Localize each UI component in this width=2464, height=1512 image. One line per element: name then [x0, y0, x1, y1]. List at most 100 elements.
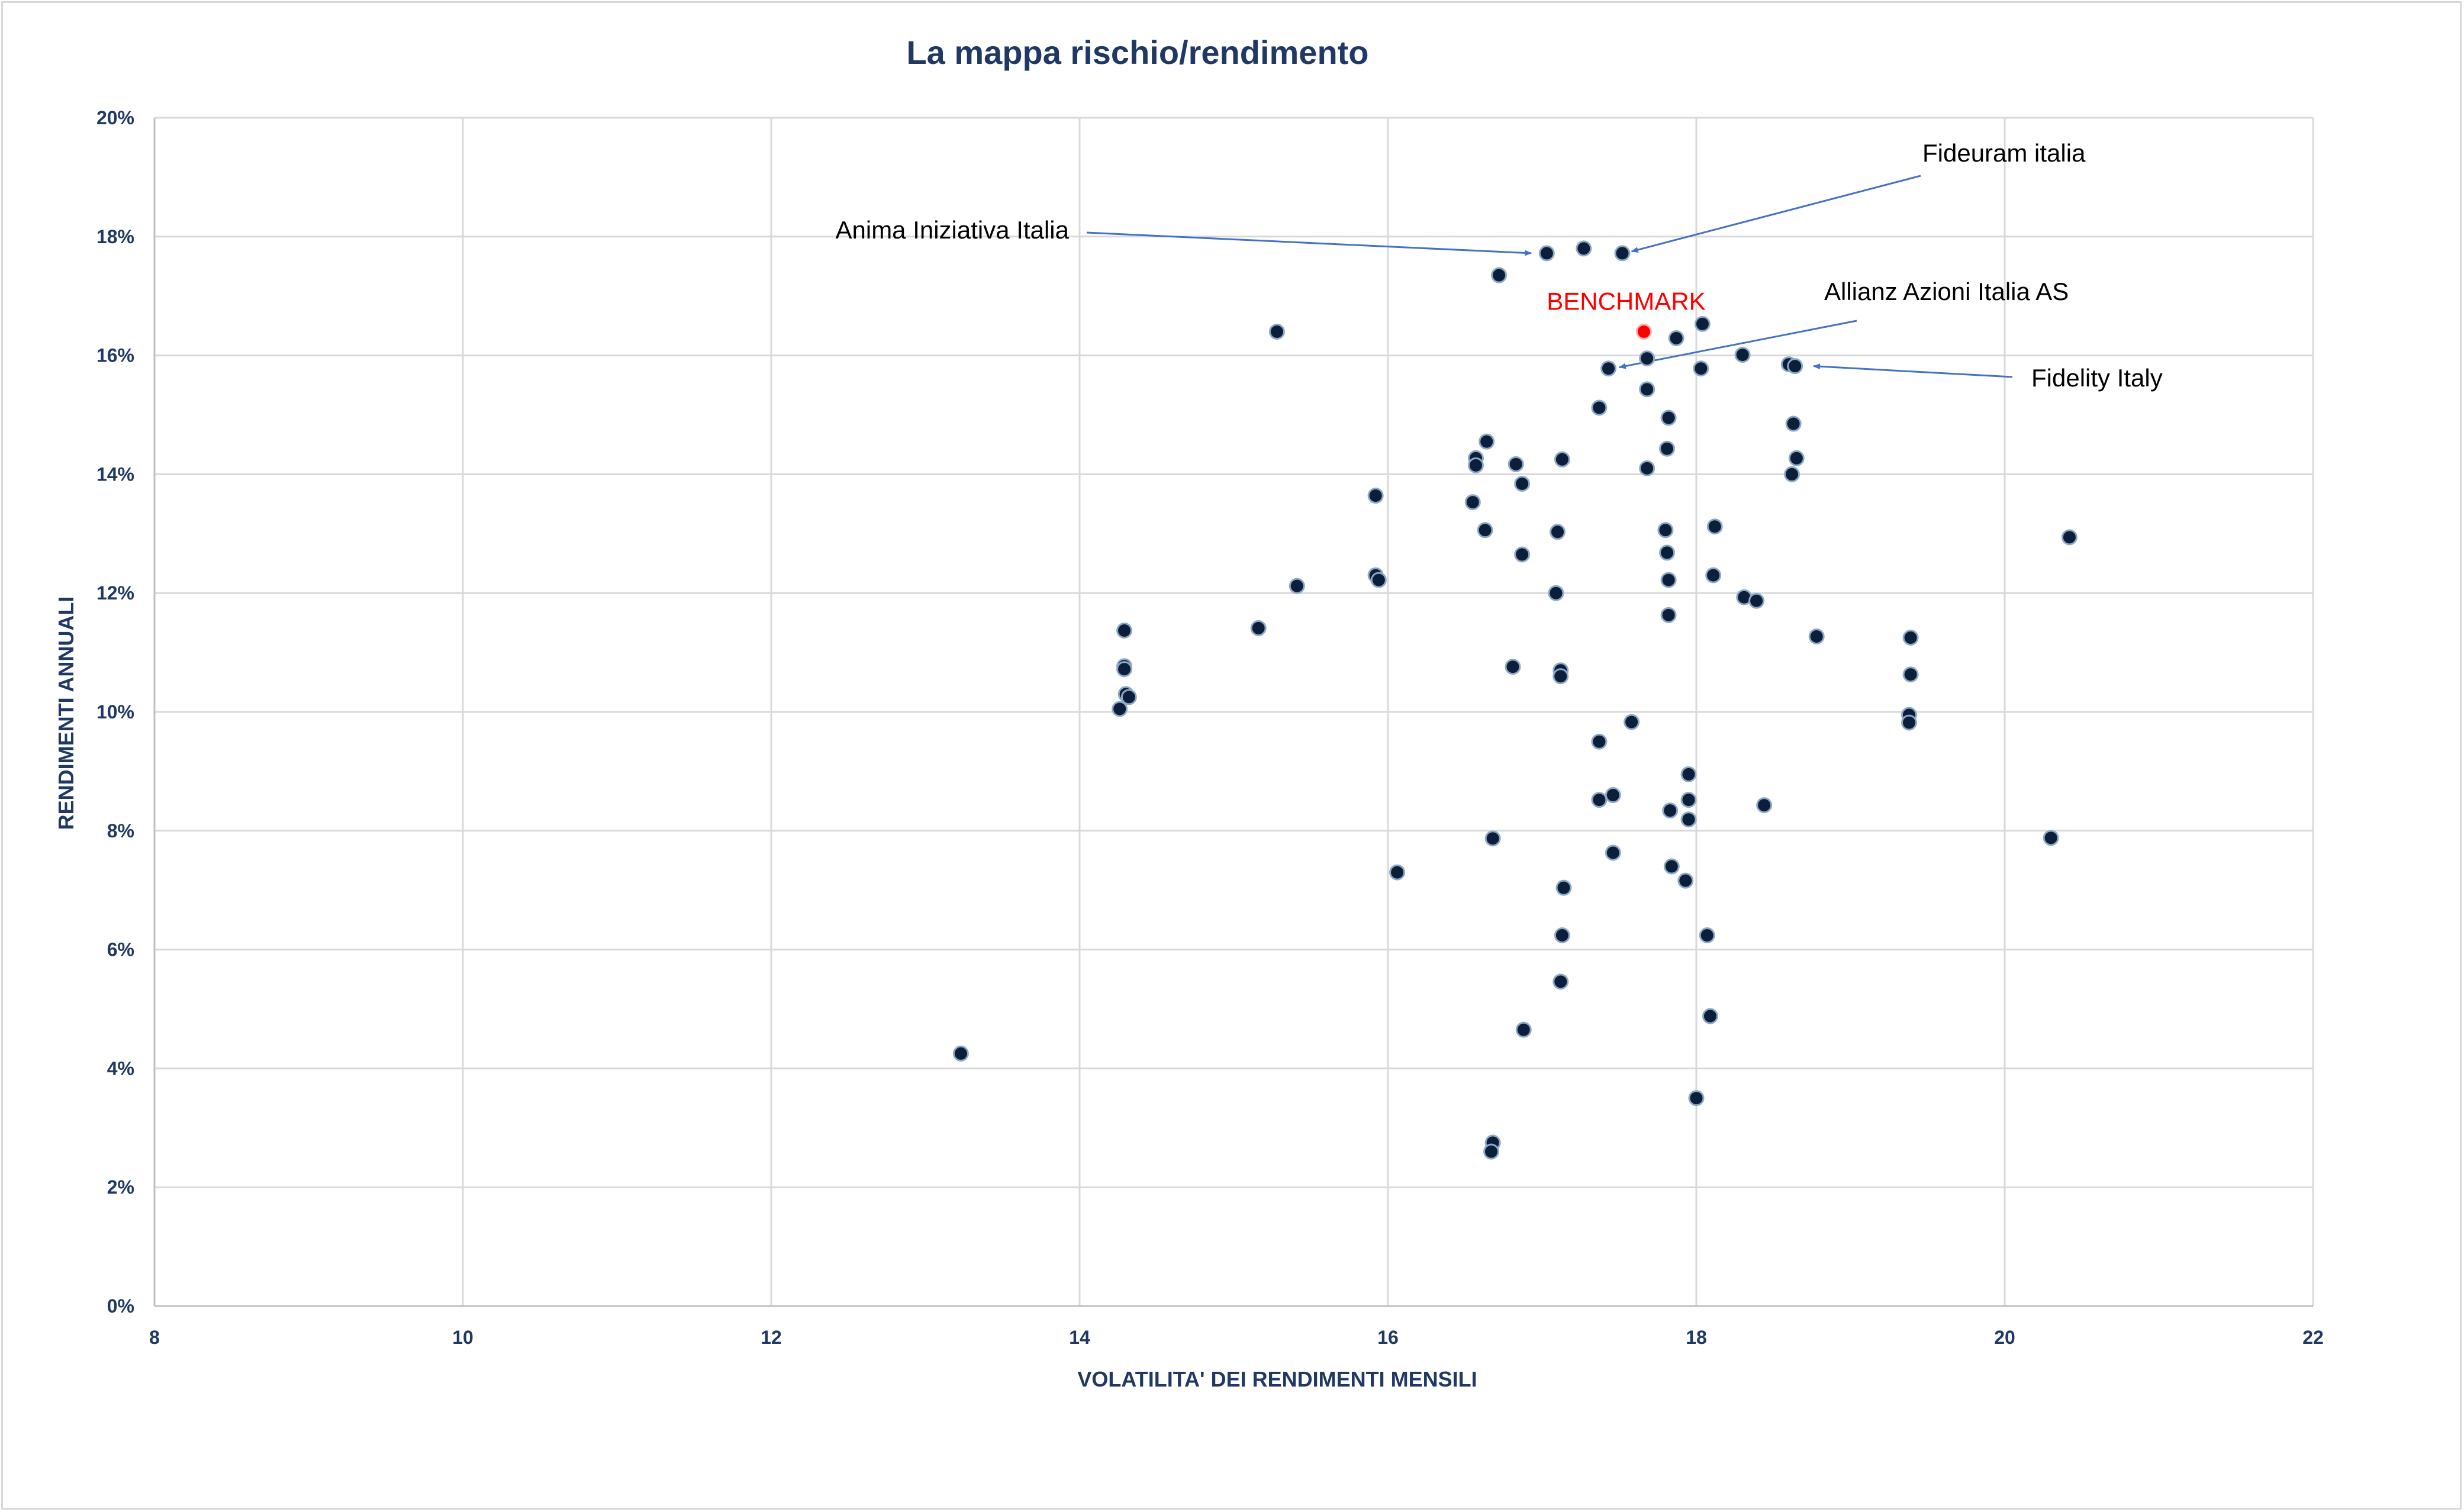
- annotation-arrow: [1631, 175, 1921, 253]
- annotation-arrow: [1812, 363, 2013, 378]
- data-point: [1702, 1008, 1718, 1024]
- x-tick-label: 20: [1994, 1327, 2015, 1348]
- data-point: [1639, 460, 1655, 476]
- data-point: [1538, 245, 1555, 262]
- data-point: [1112, 701, 1128, 717]
- data-point: [1901, 714, 1917, 731]
- data-point: [1657, 522, 1674, 539]
- data-point: [1605, 787, 1621, 804]
- data-point: [2043, 830, 2059, 846]
- y-tick-label: 16%: [96, 345, 134, 366]
- data-point: [1479, 433, 1495, 450]
- data-point: [1677, 872, 1694, 889]
- annotation-label: Fideuram italia: [1922, 139, 2086, 167]
- data-point: [1668, 330, 1684, 346]
- data-point: [1600, 360, 1617, 377]
- y-tick-label: 18%: [96, 226, 134, 247]
- data-point: [1576, 240, 1592, 257]
- data-point: [1268, 323, 1285, 340]
- data-point: [1787, 358, 1803, 375]
- annotation-label: Anima Iniziativa Italia: [835, 216, 1069, 244]
- data-point: [1808, 628, 1825, 644]
- data-point: [1694, 315, 1711, 332]
- benchmark-point: [1635, 323, 1652, 340]
- data-point: [1605, 844, 1621, 861]
- y-tick-label: 4%: [107, 1058, 134, 1079]
- data-point: [1116, 622, 1133, 639]
- data-point: [1902, 630, 1919, 646]
- data-point: [1484, 830, 1501, 847]
- y-tick-label: 6%: [107, 939, 134, 960]
- benchmark-group: BENCHMARK: [1547, 287, 1706, 340]
- x-axis-ticks: 8 10 12 14 16 18 20 22: [149, 1327, 2324, 1348]
- data-point: [952, 1045, 969, 1062]
- data-point: [1514, 475, 1531, 492]
- data-point: [1467, 457, 1484, 473]
- data-point: [1688, 1090, 1705, 1107]
- data-point: [1734, 347, 1751, 363]
- x-tick-label: 14: [1069, 1327, 1090, 1348]
- y-axis-ticks: 0% 2% 4% 6% 8% 10% 12% 14% 16% 18% 20%: [96, 107, 134, 1317]
- data-point: [1659, 544, 1676, 561]
- data-point: [1660, 572, 1677, 588]
- data-point: [1250, 620, 1267, 636]
- data-point: [1614, 245, 1631, 262]
- x-tick-label: 10: [452, 1327, 474, 1348]
- data-point: [1680, 766, 1697, 782]
- data-point: [1680, 811, 1697, 828]
- x-axis-label: VOLATILITA' DEI RENDIMENTI MENSILI: [1077, 1367, 1477, 1391]
- data-point: [1515, 1021, 1532, 1038]
- data-point: [1554, 451, 1570, 468]
- y-tick-label: 8%: [107, 820, 134, 842]
- annotation-label: Fidelity Italy: [2031, 364, 2163, 392]
- data-point: [1491, 267, 1508, 283]
- data-points: [952, 240, 2078, 1160]
- x-tick-label: 22: [2302, 1327, 2324, 1348]
- data-point: [2061, 529, 2078, 546]
- data-point: [1902, 666, 1919, 683]
- data-point: [1477, 522, 1493, 539]
- chart-title: La mappa rischio/rendimento: [906, 34, 1368, 71]
- grid: [153, 117, 2314, 1307]
- data-point: [1705, 567, 1722, 583]
- annotation-arrows: [1086, 175, 2013, 378]
- x-tick-label: 18: [1686, 1327, 1707, 1348]
- data-point: [1555, 879, 1572, 896]
- annotation-arrow: [1086, 231, 1532, 256]
- data-point: [1785, 415, 1802, 432]
- data-point: [1548, 585, 1564, 601]
- data-point: [1389, 864, 1406, 881]
- data-point: [1370, 572, 1387, 588]
- annotation-label: Allianz Azioni Italia AS: [1824, 278, 2069, 305]
- data-point: [1591, 792, 1608, 808]
- data-point: [1639, 350, 1655, 367]
- data-point: [1116, 661, 1133, 678]
- x-tick-label: 12: [761, 1327, 782, 1348]
- y-axis-label: RENDIMENTI ANNUALI: [54, 597, 78, 830]
- data-point: [1788, 450, 1805, 466]
- data-point: [1553, 668, 1569, 685]
- data-point: [1483, 1143, 1500, 1160]
- y-tick-label: 0%: [107, 1295, 134, 1317]
- data-point: [1756, 797, 1773, 814]
- data-point: [1554, 927, 1570, 944]
- data-point: [1508, 456, 1524, 472]
- y-tick-label: 20%: [96, 107, 134, 128]
- data-point: [1699, 927, 1715, 944]
- data-point: [1120, 689, 1137, 705]
- data-point: [1693, 360, 1709, 377]
- data-point: [1680, 792, 1697, 808]
- annotation-arrow: [1618, 320, 1857, 369]
- annotations: Fideuram italia Anima Iniziativa Italia Al…: [835, 139, 2162, 392]
- data-point: [1748, 592, 1765, 609]
- data-point: [1289, 578, 1305, 594]
- data-point: [1505, 659, 1521, 675]
- data-point: [1659, 440, 1676, 457]
- benchmark-label: BENCHMARK: [1547, 287, 1705, 315]
- data-point: [1624, 714, 1640, 730]
- data-point: [1464, 494, 1481, 511]
- data-point: [1367, 488, 1384, 504]
- y-tick-label: 10%: [96, 701, 134, 723]
